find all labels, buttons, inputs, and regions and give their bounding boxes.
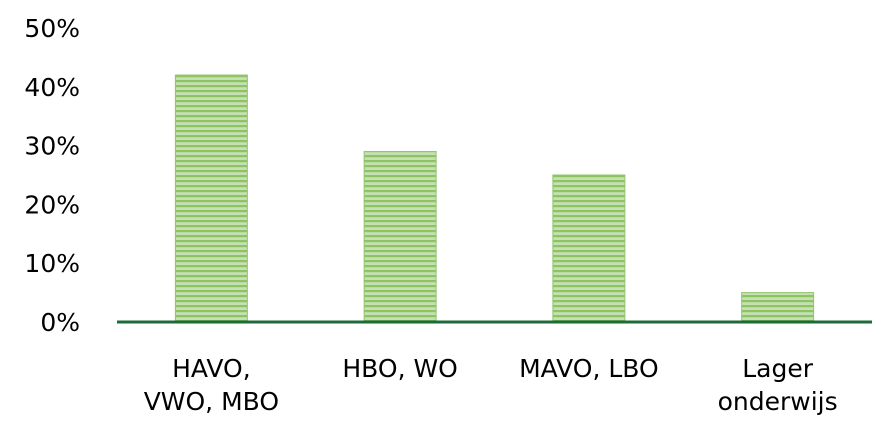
x-tick-label: Lager <box>742 354 813 383</box>
x-tick-label: VWO, MBO <box>144 387 279 416</box>
x-tick-label: MAVO, LBO <box>519 354 659 383</box>
bars <box>174 74 815 323</box>
x-tick-label: HAVO, <box>172 354 251 383</box>
bar <box>552 174 626 323</box>
x-tick-label: HBO, WO <box>342 354 457 383</box>
y-tick-label: 50% <box>24 14 80 43</box>
y-tick-label: 40% <box>24 73 80 102</box>
bar <box>363 150 437 323</box>
x-axis-labels: HAVO, VWO, MBO HBO, WO MAVO, LBO Lager onderw… <box>144 354 838 416</box>
x-tick-label: onderwijs <box>718 387 838 416</box>
bar <box>174 74 248 323</box>
y-tick-label: 0% <box>40 308 80 337</box>
y-tick-label: 20% <box>24 190 80 219</box>
y-tick-label: 10% <box>24 249 80 278</box>
y-tick-label: 30% <box>24 132 80 161</box>
bar <box>741 292 815 323</box>
y-axis-ticks: 0% 10% 20% 30% 40% 50% <box>24 14 80 337</box>
